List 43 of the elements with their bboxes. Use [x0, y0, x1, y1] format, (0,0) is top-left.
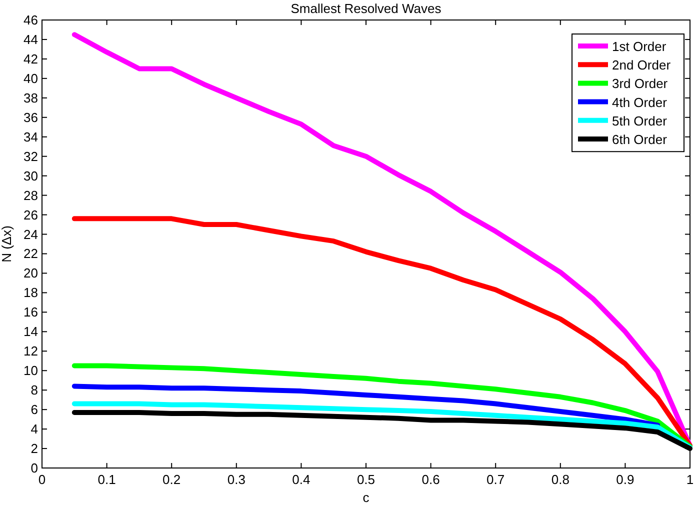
- y-tick-label: 4: [30, 422, 38, 437]
- y-tick-label: 0: [30, 460, 38, 476]
- chart-title: Smallest Resolved Waves: [290, 1, 442, 16]
- y-tick-label: 36: [24, 110, 38, 125]
- y-tick-label: 6: [30, 402, 38, 418]
- x-tick-label: 1: [686, 472, 694, 487]
- y-tick-label: 28: [24, 188, 38, 203]
- y-tick-label: 40: [24, 70, 38, 86]
- x-tick-label: 0.1: [98, 472, 116, 487]
- y-tick-label: 14: [24, 324, 38, 340]
- y-tick-label: 44: [24, 32, 38, 47]
- x-axis-title: c: [362, 490, 370, 505]
- y-tick-label: 32: [24, 148, 38, 164]
- y-tick-label: 24: [24, 226, 38, 242]
- x-tick-label: 0.5: [356, 472, 376, 487]
- y-tick-label: 10: [24, 363, 38, 378]
- y-tick-label: 20: [24, 266, 38, 281]
- legend-label: 3rd Order: [612, 76, 668, 92]
- legend-label: 4th Order: [612, 94, 668, 110]
- y-tick-label: 8: [30, 382, 38, 398]
- y-tick-label: 12: [24, 344, 38, 359]
- y-tick-label: 22: [24, 246, 38, 262]
- y-tick-label: 16: [24, 304, 38, 320]
- x-tick-label: 0.7: [486, 472, 505, 487]
- x-tick-label: 0.3: [227, 472, 246, 487]
- y-tick-label: 34: [24, 129, 38, 144]
- y-tick-label: 26: [24, 207, 38, 222]
- x-tick-label: 0.6: [422, 472, 440, 487]
- y-tick-label: 30: [24, 168, 38, 184]
- y-tick-label: 2: [30, 441, 38, 456]
- y-tick-label: 46: [24, 12, 38, 28]
- x-tick-label: 0.9: [616, 472, 634, 487]
- legend-label: 5th Order: [612, 113, 668, 128]
- x-tick-label: 0.8: [551, 472, 570, 487]
- legend-label: 6th Order: [612, 132, 668, 147]
- x-tick-label: 0.2: [162, 472, 181, 487]
- legend-label: 1st Order: [612, 39, 667, 54]
- y-tick-label: 42: [24, 51, 38, 66]
- legend-label: 2nd Order: [612, 58, 672, 73]
- y-tick-label: 18: [24, 285, 38, 300]
- y-tick-label: 38: [24, 90, 38, 106]
- x-tick-label: 0.4: [292, 472, 310, 487]
- y-axis-title: N (Δx): [0, 226, 14, 262]
